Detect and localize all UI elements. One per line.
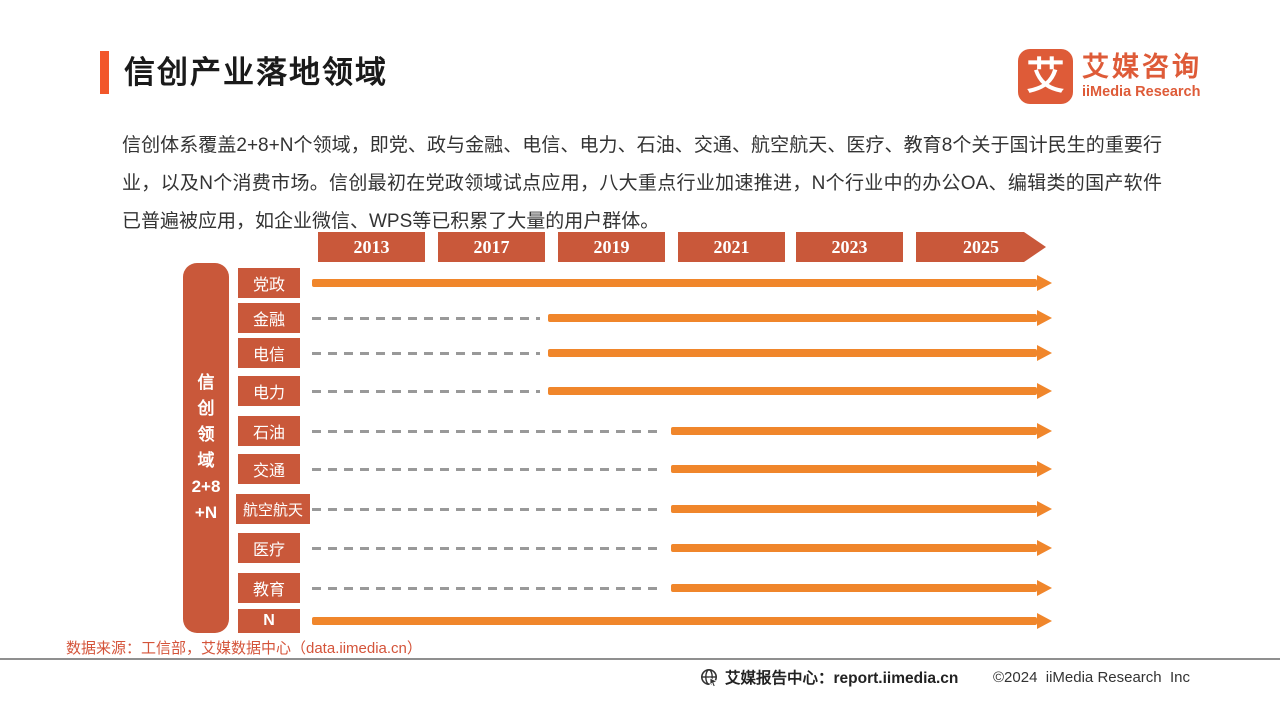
axis-label-line: 领 xyxy=(197,425,215,444)
row-arrow-head-交通 xyxy=(1037,461,1052,477)
row-label-金融: 金融 xyxy=(238,303,300,333)
logo-mark-glyph: 艾 xyxy=(1026,55,1065,98)
row-solid-arrow-航空航天 xyxy=(671,505,1037,513)
globe-cursor-icon xyxy=(700,668,719,687)
row-label-航空航天: 航空航天 xyxy=(236,494,310,524)
row-label-石油: 石油 xyxy=(238,416,300,446)
row-solid-arrow-教育 xyxy=(671,584,1037,592)
year-tick-2021: 2021 xyxy=(678,232,785,262)
row-label-交通: 交通 xyxy=(238,454,300,484)
axis-label-line: 域 xyxy=(197,451,215,470)
year-tick-2025: 2025 xyxy=(916,232,1046,262)
axis-label-line: 信 xyxy=(197,373,215,392)
row-dashed-segment-航空航天 xyxy=(312,507,663,511)
row-arrow-head-电力 xyxy=(1037,383,1052,399)
row-arrow-head-教育 xyxy=(1037,580,1052,596)
logo-text: 艾媒咨询 iiMedia Research xyxy=(1082,52,1202,100)
row-dashed-segment-电力 xyxy=(312,389,540,393)
report-center: 艾媒报告中心：report.iimedia.cn xyxy=(700,666,958,688)
report-center-link[interactable]: 艾媒报告中心：report.iimedia.cn xyxy=(725,670,959,687)
row-label-电信: 电信 xyxy=(238,338,300,368)
logo-name-en: iiMedia Research xyxy=(1082,83,1201,100)
year-tick-2023: 2023 xyxy=(796,232,903,262)
row-arrow-head-医疗 xyxy=(1037,540,1052,556)
row-dashed-segment-教育 xyxy=(312,586,663,590)
row-solid-arrow-石油 xyxy=(671,427,1037,435)
row-solid-arrow-电力 xyxy=(548,387,1037,395)
page-title: 信创产业落地领域 xyxy=(124,55,388,90)
row-label-医疗: 医疗 xyxy=(238,533,300,563)
iimedia-logo-icon: 艾 xyxy=(1018,49,1073,104)
row-dashed-segment-交通 xyxy=(312,467,663,471)
row-arrow-head-石油 xyxy=(1037,423,1052,439)
row-solid-arrow-金融 xyxy=(548,314,1037,322)
axis-label-line: 创 xyxy=(197,399,215,418)
row-solid-arrow-医疗 xyxy=(671,544,1037,552)
row-dashed-segment-医疗 xyxy=(312,546,663,550)
year-tick-2013: 2013 xyxy=(318,232,425,262)
row-arrow-head-党政 xyxy=(1037,275,1052,291)
copyright-text: ©2024 iiMedia Research Inc xyxy=(993,669,1190,686)
axis-label-line: +N xyxy=(194,503,218,522)
intro-paragraph: 信创体系覆盖2+8+N个领域，即党、政与金融、电信、电力、石油、交通、航空航天、… xyxy=(122,135,1162,232)
row-solid-arrow-N xyxy=(312,617,1037,625)
data-source: 数据来源：工信部，艾媒数据中心（data.iimedia.cn） xyxy=(66,640,422,657)
row-dashed-segment-石油 xyxy=(312,429,663,433)
row-solid-arrow-电信 xyxy=(548,349,1037,357)
row-label-N: N xyxy=(238,609,300,633)
row-arrow-head-N xyxy=(1037,613,1052,629)
logo-name-cn: 艾媒咨询 xyxy=(1082,52,1202,83)
row-dashed-segment-金融 xyxy=(312,316,540,320)
row-arrow-head-金融 xyxy=(1037,310,1052,326)
footer-divider xyxy=(0,658,1280,660)
axis-label-line: 2+8 xyxy=(191,477,221,496)
category-axis-label: 信创领域 2+8 +N xyxy=(183,263,229,633)
row-label-教育: 教育 xyxy=(238,573,300,603)
row-arrow-head-电信 xyxy=(1037,345,1052,361)
row-solid-arrow-交通 xyxy=(671,465,1037,473)
title-accent-bar xyxy=(100,51,109,94)
iimedia-logo: 艾 艾媒咨询 iiMedia Research xyxy=(1018,49,1202,104)
row-arrow-head-航空航天 xyxy=(1037,501,1052,517)
row-label-党政: 党政 xyxy=(238,268,300,298)
row-solid-arrow-党政 xyxy=(312,279,1037,287)
row-dashed-segment-电信 xyxy=(312,351,540,355)
year-tick-2019: 2019 xyxy=(558,232,665,262)
year-tick-2017: 2017 xyxy=(438,232,545,262)
row-label-电力: 电力 xyxy=(238,376,300,406)
